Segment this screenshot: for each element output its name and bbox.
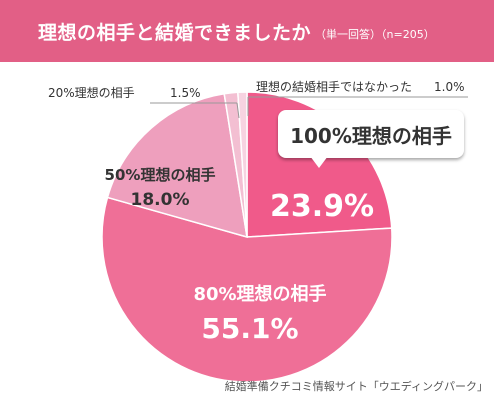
slice-0 xyxy=(237,91,248,238)
slice-80 xyxy=(101,196,393,383)
callout-tail xyxy=(310,156,328,168)
source-credit: 結婚準備クチコミ情報サイト「ウエディングパーク」 xyxy=(224,380,488,393)
slice-50 xyxy=(106,92,248,239)
leader-line-20-drop xyxy=(236,102,240,119)
chart-title: 理想の相手と結婚できましたか xyxy=(38,21,312,44)
label-50-name: 50%理想の相手 xyxy=(105,166,216,184)
label-0-value: 1.0% xyxy=(434,80,465,94)
label-80-value: 55.1% xyxy=(201,312,298,345)
label-0-name: 理想の結婚相手ではなかった xyxy=(256,79,412,94)
label-80-name: 80%理想の相手 xyxy=(193,283,326,305)
label-20-value: 1.5% xyxy=(170,86,201,100)
chart-header: 理想の相手と結婚できましたか （単一回答）（n=205） xyxy=(0,0,494,62)
callout-100-label: 100%理想の相手 xyxy=(278,110,464,158)
chart-subtitle: （単一回答）（n=205） xyxy=(315,27,435,41)
label-20-name: 20%理想の相手 xyxy=(48,85,135,100)
label-100-value: 23.9% xyxy=(270,189,374,224)
label-50-value: 18.0% xyxy=(131,190,190,210)
